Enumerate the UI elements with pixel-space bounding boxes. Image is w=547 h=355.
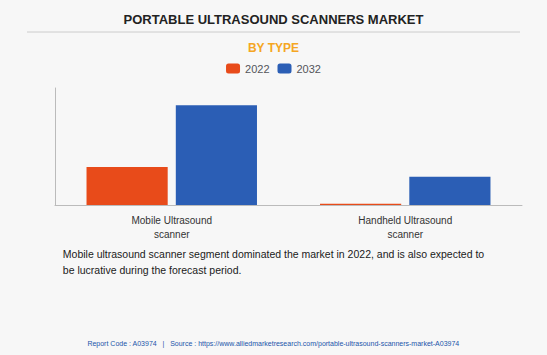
- svg-text:Handheld Ultrasound: Handheld Ultrasound: [358, 215, 452, 226]
- svg-text:scanner: scanner: [154, 229, 190, 240]
- svg-text:be lucrative during the foreca: be lucrative during the forecast period.: [63, 264, 242, 276]
- svg-text:2022: 2022: [245, 63, 269, 75]
- svg-text:BY TYPE: BY TYPE: [248, 41, 299, 55]
- svg-text:PORTABLE ULTRASOUND SCANNERS M: PORTABLE ULTRASOUND SCANNERS MARKET: [124, 12, 424, 27]
- svg-text:Mobile Ultrasound: Mobile Ultrasound: [131, 215, 212, 226]
- svg-text:scanner: scanner: [387, 229, 423, 240]
- svg-text:Report Code : A03974 | Sou: Report Code : A03974 | Source : https://…: [87, 340, 459, 348]
- svg-text:2032: 2032: [297, 63, 321, 75]
- svg-text:Mobile ultrasound scanner segm: Mobile ultrasound scanner segment domina…: [63, 248, 485, 260]
